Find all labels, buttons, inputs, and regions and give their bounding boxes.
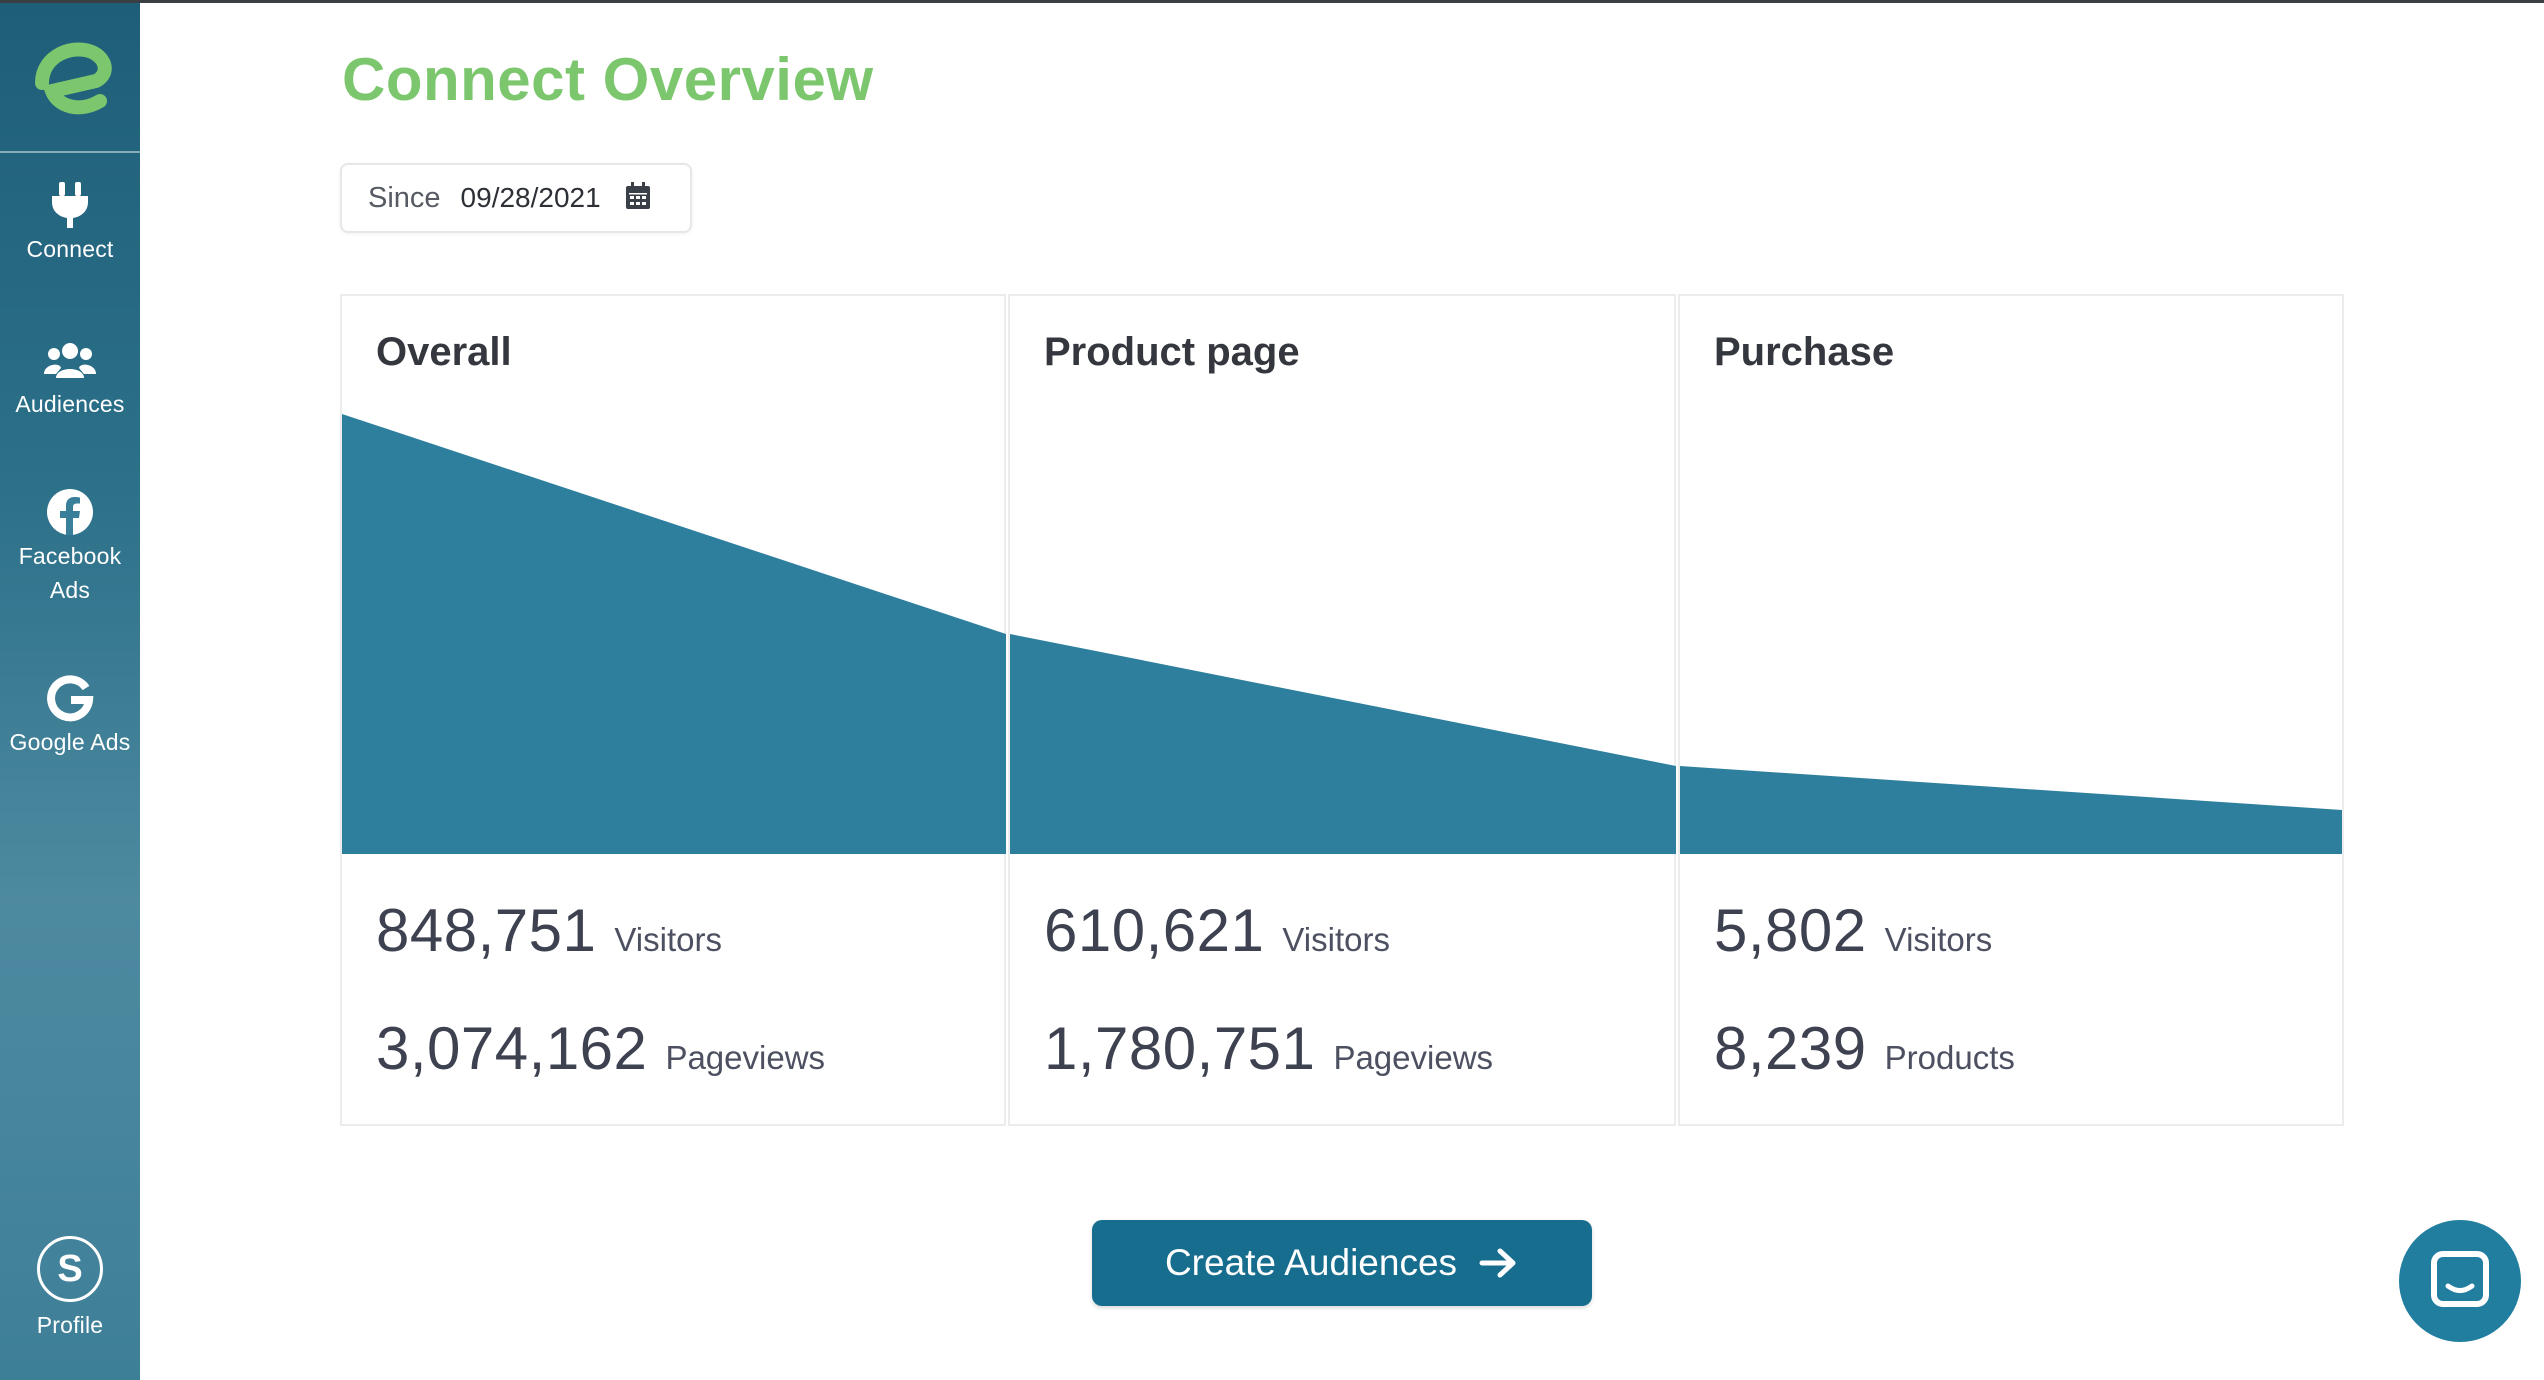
- stat-pageviews: 3,074,162 Pageviews: [376, 1014, 825, 1083]
- stat-visitors: 5,802 Visitors: [1714, 896, 1992, 965]
- avatar: S: [37, 1236, 103, 1302]
- stat-value: 3,074,162: [376, 1015, 648, 1082]
- sidebar-item-connect[interactable]: Connect: [0, 178, 140, 266]
- funnel-card-overall: Overall 848,751 Visitors 3,074,162 Pagev…: [340, 294, 1006, 1126]
- sidebar-item-label: Connect: [26, 236, 114, 262]
- chat-icon: [2430, 1250, 2490, 1313]
- google-icon: [43, 671, 97, 725]
- app-logo[interactable]: [0, 3, 140, 153]
- sidebar-item-google-ads[interactable]: Google Ads: [0, 671, 140, 759]
- calendar-icon[interactable]: [625, 181, 651, 215]
- sidebar-item-label: Google Ads: [9, 729, 131, 755]
- funnel-card-product-page: Product page 610,621 Visitors 1,780,751 …: [1008, 294, 1676, 1126]
- plug-icon: [43, 178, 97, 232]
- stat-unit: Visitors: [1282, 921, 1390, 958]
- arrow-right-icon: [1479, 1246, 1519, 1280]
- stat-unit: Pageviews: [665, 1039, 826, 1076]
- stat-pageviews: 1,780,751 Pageviews: [1044, 1014, 1493, 1083]
- stat-value: 848,751: [376, 897, 597, 964]
- funnel-cards: Overall 848,751 Visitors 3,074,162 Pagev…: [340, 294, 2344, 1126]
- stat-unit: Pageviews: [1333, 1039, 1494, 1076]
- top-border: [0, 0, 2544, 3]
- since-label: Since: [368, 181, 441, 214]
- date-filter[interactable]: Since 09/28/2021: [340, 163, 692, 233]
- card-title: Overall: [376, 330, 512, 374]
- users-icon: [43, 333, 97, 387]
- card-title: Product page: [1044, 330, 1300, 374]
- sidebar: Connect Audiences Facebook Ads: [0, 3, 140, 1380]
- stat-visitors: 610,621 Visitors: [1044, 896, 1390, 965]
- page-title: Connect Overview: [342, 46, 874, 113]
- chat-launcher-button[interactable]: [2399, 1220, 2521, 1342]
- facebook-icon: [43, 485, 97, 539]
- card-title: Purchase: [1714, 330, 1895, 374]
- stat-unit: Visitors: [1884, 921, 1993, 958]
- logo-icon: [35, 42, 112, 115]
- sidebar-item-label: Audiences: [15, 391, 125, 417]
- sidebar-item-label: Facebook Ads: [18, 543, 122, 603]
- sidebar-item-facebook-ads[interactable]: Facebook Ads: [0, 485, 140, 607]
- stat-unit: Visitors: [614, 921, 722, 958]
- stat-value: 1,780,751: [1044, 1015, 1316, 1082]
- funnel-card-purchase: Purchase 5,802 Visitors 8,239 Products: [1678, 294, 2344, 1126]
- stat-value: 5,802: [1714, 897, 1867, 964]
- create-audiences-button[interactable]: Create Audiences: [1092, 1220, 1592, 1306]
- create-audiences-label: Create Audiences: [1164, 1242, 1458, 1283]
- sidebar-item-profile[interactable]: S Profile: [0, 1236, 140, 1342]
- since-date-value[interactable]: 09/28/2021: [460, 182, 601, 213]
- stat-value: 610,621: [1044, 897, 1265, 964]
- stat-products: 8,239 Products: [1714, 1014, 2015, 1083]
- stat-unit: Products: [1884, 1039, 2015, 1076]
- sidebar-item-label: Profile: [36, 1312, 104, 1338]
- stat-value: 8,239: [1714, 1015, 1867, 1082]
- stat-visitors: 848,751 Visitors: [376, 896, 722, 965]
- sidebar-item-audiences[interactable]: Audiences: [0, 333, 140, 421]
